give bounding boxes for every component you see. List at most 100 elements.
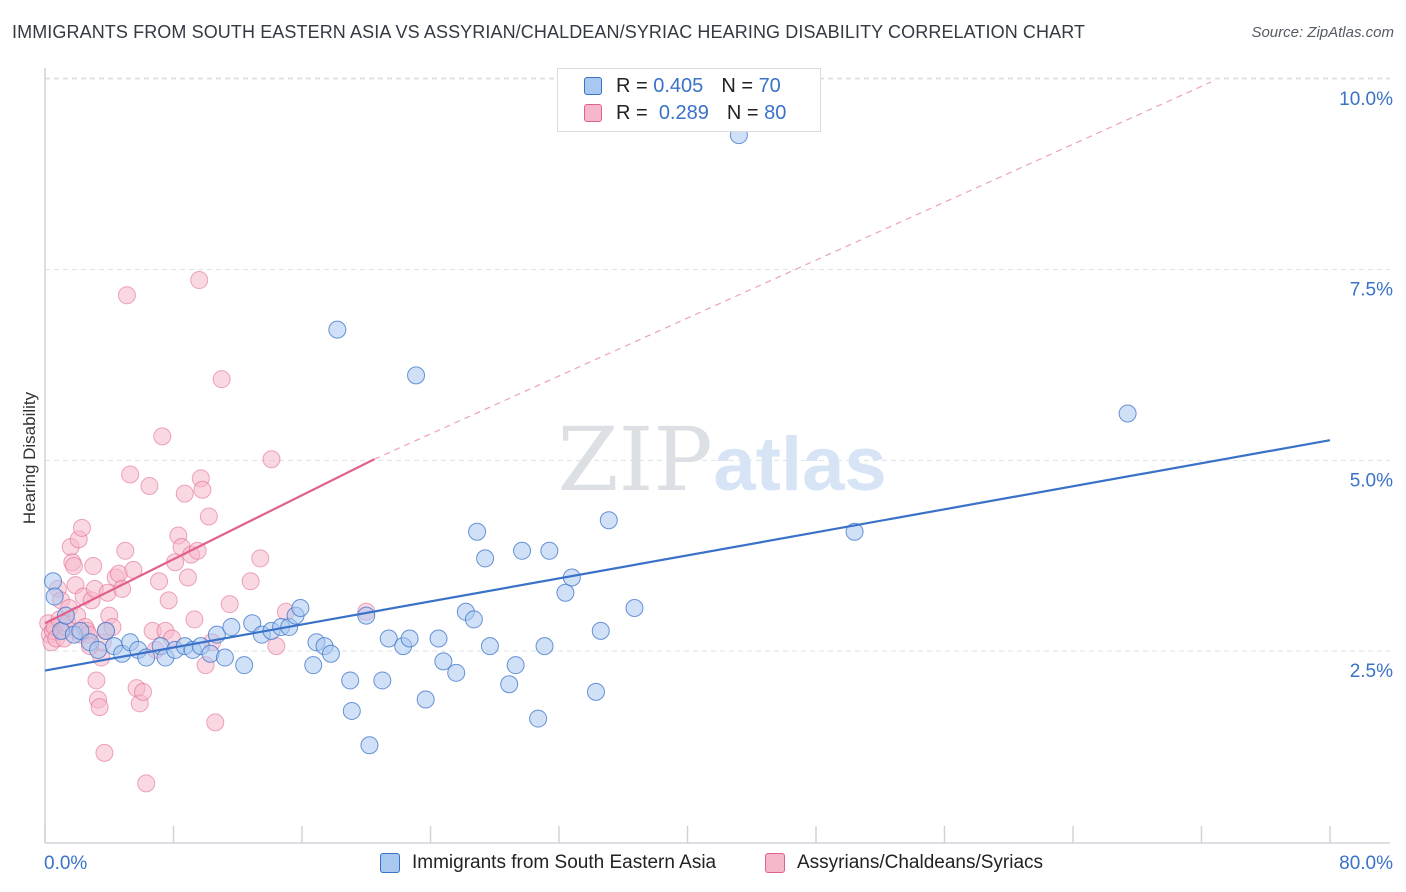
correlation-legend: R = 0.405 N = 70 R = 0.289 N = 80	[557, 68, 821, 132]
pink-point	[72, 518, 91, 537]
pink-point	[262, 450, 281, 469]
blue-point	[215, 648, 234, 667]
blue-point	[328, 320, 347, 339]
pink-point	[159, 591, 178, 610]
blue-point	[44, 572, 63, 591]
blue-point	[45, 587, 64, 606]
blue-point	[360, 736, 379, 755]
blue-point	[407, 366, 426, 385]
blue-point	[529, 709, 548, 728]
legend-row-pink: R = 0.289 N = 80	[584, 100, 786, 126]
blue-point	[222, 618, 241, 637]
pink-point	[190, 271, 209, 290]
bottom-swatch-pink	[765, 853, 785, 873]
blue-point	[341, 671, 360, 690]
pink-point	[140, 476, 159, 495]
pink-series-points	[39, 271, 376, 793]
blue-point	[586, 682, 605, 701]
pink-point	[185, 610, 204, 629]
gridlines	[45, 77, 1390, 652]
blue-point	[291, 598, 310, 617]
pink-point	[87, 671, 106, 690]
blue-point	[599, 511, 618, 530]
blue-point	[379, 629, 398, 648]
y-tick-label: 10.0%	[1339, 89, 1393, 110]
legend-pink-r-value: 0.289	[658, 101, 709, 124]
pink-point	[137, 774, 156, 793]
legend-swatch-blue	[584, 77, 602, 95]
blue-point	[506, 656, 525, 675]
blue-point	[373, 671, 392, 690]
watermark-atlas: atlas	[713, 422, 886, 507]
pink-point	[64, 557, 83, 576]
blue-point	[235, 656, 254, 675]
pink-point	[212, 370, 231, 389]
pink-point	[267, 637, 286, 656]
watermark: ZIP atlas	[557, 408, 886, 511]
legend-pink-n-value: 80	[764, 101, 787, 124]
x-tick-label: 0.0%	[44, 853, 87, 874]
blue-point	[1118, 404, 1137, 423]
blue-point	[416, 690, 435, 709]
blue-point	[89, 640, 108, 659]
pink-point	[121, 465, 140, 484]
blue-point	[556, 583, 575, 602]
pink-point	[150, 572, 169, 591]
legend-blue-n-label: N =	[721, 74, 753, 97]
blue-point	[304, 656, 323, 675]
y-tick-label: 5.0%	[1350, 470, 1393, 491]
pink-point	[117, 286, 136, 305]
blue-point	[845, 522, 864, 541]
blue-point	[540, 541, 559, 560]
blue-trend-line	[44, 439, 1331, 672]
blue-point	[513, 541, 532, 560]
pink-point	[153, 427, 172, 446]
legend-pink-n-label: N =	[726, 101, 759, 124]
legend-blue-r-value: 0.405	[653, 74, 704, 97]
pink-point	[193, 480, 212, 499]
pink-point	[178, 568, 197, 587]
chart-title: IMMIGRANTS FROM SOUTH EASTERN ASIA VS AS…	[12, 22, 1086, 42]
blue-point	[434, 652, 453, 671]
pink-point	[95, 743, 114, 762]
blue-point	[321, 644, 340, 663]
pink-point	[84, 557, 103, 576]
blue-point	[500, 675, 519, 694]
watermark-zip: ZIP	[557, 408, 712, 511]
pink-point	[206, 713, 225, 732]
blue-point	[400, 629, 419, 648]
trend-lines	[44, 81, 1331, 672]
axes	[44, 68, 1390, 844]
pink-point	[220, 595, 239, 614]
blue-point	[464, 610, 483, 629]
blue-point	[429, 629, 448, 648]
blue-point	[625, 598, 644, 617]
pink-point	[90, 698, 109, 717]
pink-point	[199, 507, 218, 526]
blue-point	[535, 637, 554, 656]
y-axis-label: Hearing Disability	[20, 391, 39, 525]
blue-point	[476, 549, 495, 568]
bottom-swatch-blue	[380, 853, 400, 873]
legend-blue-n-value: 70	[758, 74, 781, 97]
bottom-legend-blue: Immigrants from South Eastern Asia	[380, 852, 716, 874]
bottom-legend-pink-label: Assyrians/Chaldeans/Syriacs	[797, 852, 1044, 873]
bottom-legend-pink: Assyrians/Chaldeans/Syriacs	[765, 852, 1043, 874]
blue-point	[357, 606, 376, 625]
tick-labels: 2.5% 5.0% 7.5% 10.0% 0.0% 80.0%	[44, 89, 1393, 874]
pink-point	[251, 549, 270, 568]
pink-trend-extension	[374, 81, 1212, 460]
pink-point	[133, 682, 152, 701]
blue-point	[97, 621, 116, 640]
x-tick-label: 80.0%	[1339, 853, 1393, 874]
legend-swatch-pink	[584, 104, 602, 122]
legend-blue-r-label: R =	[616, 74, 648, 97]
legend-pink-r-label: R =	[616, 101, 648, 124]
bottom-legend-blue-label: Immigrants from South Eastern Asia	[412, 852, 717, 873]
pink-point	[175, 484, 194, 503]
source-credit: Source: ZipAtlas.com	[1251, 24, 1394, 41]
legend-row-blue: R = 0.405 N = 70	[584, 73, 781, 99]
blue-point	[480, 637, 499, 656]
y-tick-label: 7.5%	[1350, 280, 1393, 301]
